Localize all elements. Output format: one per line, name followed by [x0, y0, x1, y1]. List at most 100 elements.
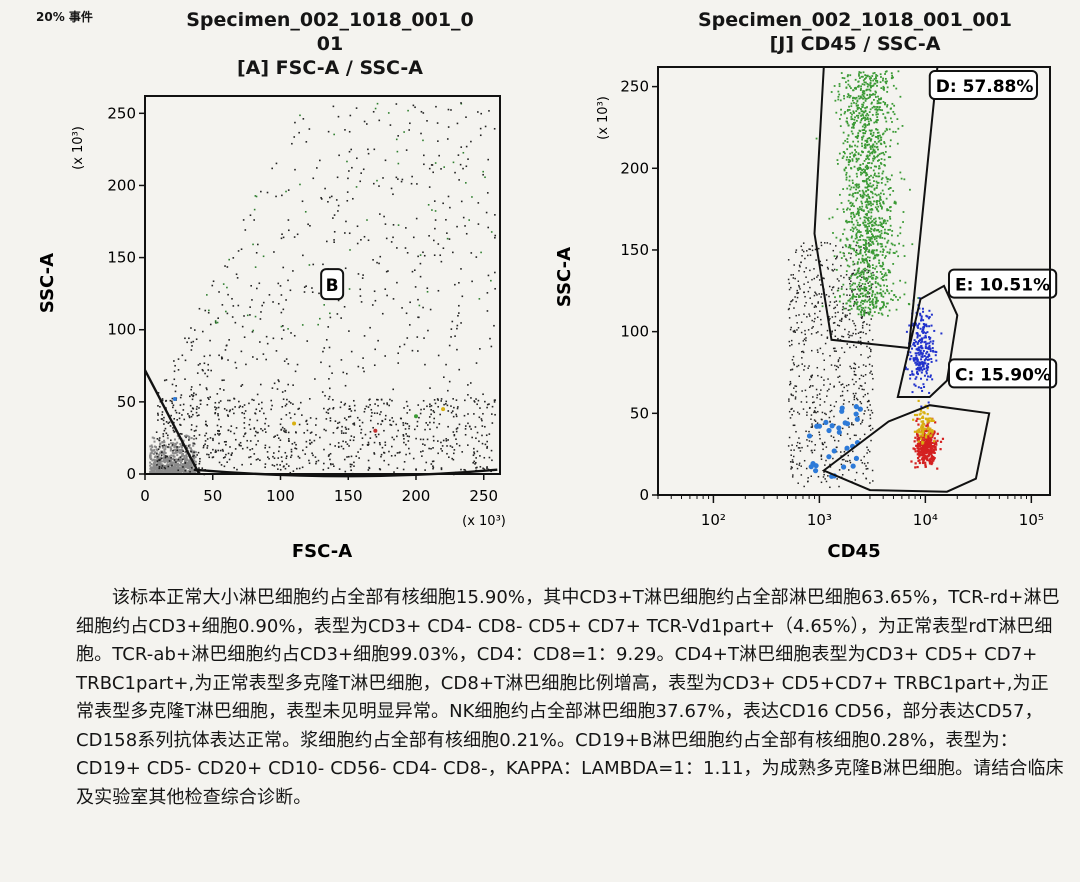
debris-dot [162, 458, 165, 461]
granulocyte-dot [866, 277, 869, 280]
event-dot [446, 445, 448, 447]
event-dot [332, 407, 334, 410]
event-dot [842, 335, 845, 338]
granulocyte-dot [864, 74, 867, 77]
event-dot [354, 409, 356, 412]
event-dot [277, 468, 279, 470]
granulocyte-dot [877, 283, 880, 286]
granulocyte-dot [876, 106, 879, 108]
event-dot [387, 463, 390, 466]
granulocyte-dot [887, 188, 890, 190]
granulocyte-dot [872, 252, 875, 255]
event-dot [788, 282, 791, 285]
event-dot [349, 114, 352, 117]
event-dot [280, 237, 283, 240]
granulocyte-dot [308, 264, 311, 266]
granulocyte-dot [850, 275, 853, 277]
granulocyte-dot [864, 109, 867, 112]
event-dot [839, 395, 842, 397]
granulocyte-dot [864, 146, 867, 149]
event-dot [344, 470, 347, 473]
granulocyte-dot [848, 299, 851, 302]
granulocyte-dot [846, 95, 849, 98]
granulocyte-dot [883, 158, 886, 161]
granulocyte-dot [874, 293, 877, 296]
event-dot [473, 447, 475, 450]
event-dot [795, 314, 797, 317]
granulocyte-dot [845, 166, 847, 169]
granulocyte-dot [855, 241, 858, 244]
event-dot [372, 110, 375, 113]
granulocyte-dot [838, 85, 841, 88]
granulocyte-dot [861, 169, 863, 171]
granulocyte-dot [859, 154, 862, 157]
event-dot [393, 471, 395, 473]
granulocyte-dot [873, 78, 876, 80]
event-dot [315, 417, 318, 420]
event-dot [385, 237, 388, 240]
granulocyte-dot [867, 188, 869, 191]
granulocyte-dot [886, 251, 889, 254]
x-tick-label: 250 [469, 487, 498, 505]
event-dot [800, 261, 802, 263]
monocyte-dot [904, 366, 907, 369]
debris-dot [163, 468, 166, 471]
granulocyte-dot [863, 277, 865, 280]
event-dot [270, 399, 273, 402]
event-dot [835, 401, 837, 403]
event-dot [265, 358, 267, 361]
event-dot [205, 423, 208, 426]
event-dot [293, 136, 296, 138]
event-dot [860, 385, 863, 387]
event-dot [184, 337, 186, 340]
event-dot [791, 444, 793, 446]
granulocyte-dot [871, 144, 874, 147]
event-dot [478, 416, 481, 419]
event-dot [440, 447, 442, 450]
event-dot [453, 449, 456, 451]
granulocyte-dot [864, 169, 866, 172]
granulocyte-dot [870, 283, 873, 286]
debris-dot [178, 446, 181, 449]
granulocyte-dot [886, 241, 889, 244]
monocyte-dot [913, 339, 916, 342]
granulocyte-dot [866, 279, 869, 282]
monocyte-dot [925, 325, 928, 328]
event-dot [424, 444, 426, 446]
event-dot [795, 390, 797, 393]
event-dot [488, 456, 491, 459]
event-dot [493, 324, 495, 327]
debris-dot [149, 445, 152, 448]
event-dot [367, 441, 370, 444]
granulocyte-dot [874, 135, 877, 138]
event-dot [285, 299, 287, 301]
event-dot [373, 412, 376, 414]
granulocyte-dot [892, 76, 894, 79]
granulocyte-dot [876, 84, 878, 87]
event-dot [420, 132, 422, 135]
granulocyte-dot [875, 235, 877, 238]
debris-dot [152, 471, 155, 474]
event-dot [829, 383, 831, 385]
granulocyte-dot [859, 279, 862, 281]
lymphocyte-dot [913, 448, 916, 451]
granulocyte-dot [832, 232, 834, 234]
granulocyte-dot [862, 171, 865, 173]
event-dot [482, 412, 484, 415]
granulocyte-dot [895, 250, 898, 253]
event-dot [181, 354, 184, 357]
event-dot [788, 307, 790, 310]
monocyte-dot [927, 346, 930, 349]
event-dot [853, 362, 856, 365]
granulocyte-dot [881, 217, 884, 220]
event-dot [166, 434, 169, 437]
event-dot [452, 398, 454, 400]
event-dot [291, 142, 293, 145]
event-dot [182, 458, 184, 461]
granulocyte-dot [869, 89, 872, 92]
event-dot [798, 375, 800, 377]
event-dot [802, 340, 805, 342]
event-dot [817, 351, 819, 353]
lymphocyte-dot [939, 448, 942, 451]
event-dot [206, 453, 208, 456]
